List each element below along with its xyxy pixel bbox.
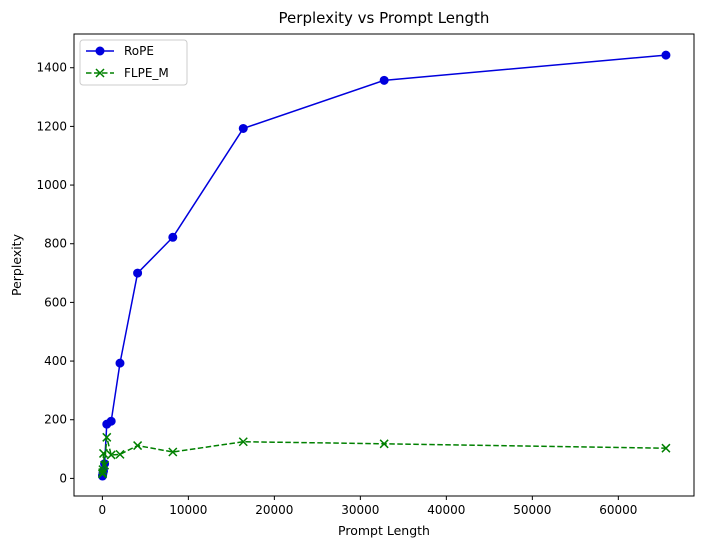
plot-area xyxy=(73,33,695,497)
data-point-flpe-m xyxy=(106,450,116,460)
data-point-rope xyxy=(133,268,143,278)
y-tick-label: 800 xyxy=(44,237,67,251)
data-point-flpe-m xyxy=(661,443,671,453)
data-point-flpe-m xyxy=(98,448,109,458)
legend-label: RoPE xyxy=(124,44,154,58)
legend: RoPE FLPE_M xyxy=(79,39,188,86)
data-point-rope xyxy=(168,232,178,242)
x-tick-label: 60000 xyxy=(599,503,637,517)
y-tick-label: 600 xyxy=(44,295,67,309)
series-layer xyxy=(97,50,671,481)
legend-marker xyxy=(95,68,105,78)
x-tick-label: 50000 xyxy=(513,503,551,517)
y-tick-label: 400 xyxy=(44,354,67,368)
data-point-flpe-m xyxy=(98,468,108,478)
y-tick-label: 0 xyxy=(59,471,67,485)
x-tick-label: 20000 xyxy=(255,503,293,517)
x-axis-label: Prompt Length xyxy=(338,523,430,538)
legend-marker xyxy=(95,46,105,56)
x-tick-label: 0 xyxy=(99,503,107,517)
data-point-flpe-m xyxy=(115,449,125,459)
data-point-rope xyxy=(106,416,116,426)
data-point-rope xyxy=(661,50,671,60)
data-point-rope xyxy=(115,358,125,368)
y-axis-label: Perplexity xyxy=(9,233,24,296)
data-point-flpe-m xyxy=(168,447,178,457)
x-tick-label: 10000 xyxy=(169,503,207,517)
y-tick-label: 200 xyxy=(44,413,67,427)
legend-item: FLPE_M xyxy=(86,66,169,80)
x-tick-label: 30000 xyxy=(341,503,379,517)
x-tick-label: 40000 xyxy=(427,503,465,517)
data-point-flpe-m xyxy=(238,437,248,447)
data-point-flpe-m xyxy=(102,432,112,442)
data-point-flpe-m xyxy=(133,441,143,451)
x-axis: 0 10000 20000 30000 40000 50000 60000 xyxy=(99,496,637,517)
y-axis: 0 200 400 600 800 1000 1200 1400 xyxy=(36,61,74,485)
y-tick-label: 1200 xyxy=(36,119,67,133)
series-flpe-m xyxy=(97,432,671,479)
y-tick-label: 1400 xyxy=(36,61,67,75)
legend-item: RoPE xyxy=(86,44,154,58)
y-tick-label: 1000 xyxy=(36,178,67,192)
data-point-rope xyxy=(238,123,248,133)
legend-label: FLPE_M xyxy=(124,66,169,80)
data-point-rope xyxy=(379,75,389,85)
data-point-flpe-m xyxy=(100,460,110,470)
data-point-flpe-m xyxy=(379,439,389,449)
chart-title: Perplexity vs Prompt Length xyxy=(279,9,490,27)
